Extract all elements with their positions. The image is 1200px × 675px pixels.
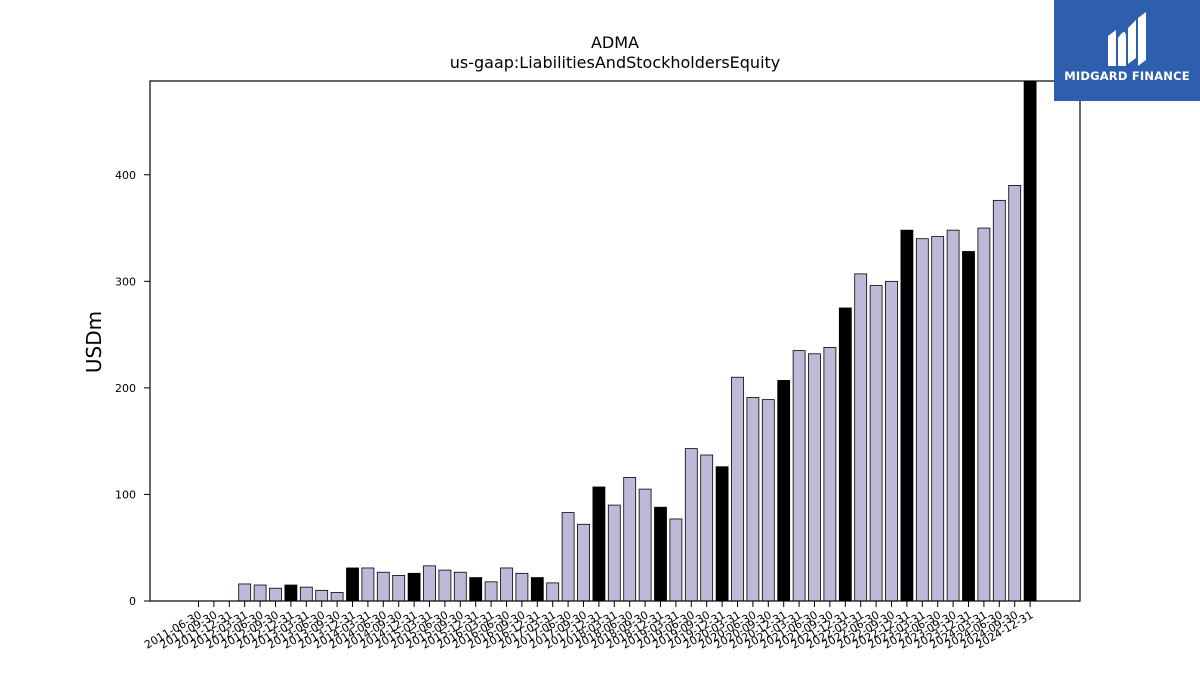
bar-2017-06-30 — [561, 512, 575, 602]
bar-2024-06-30 — [992, 199, 1006, 602]
bar-2024-12-31 — [1023, 80, 1037, 602]
bar-2012-06-30 — [253, 584, 267, 602]
y-tick-label: 400 — [115, 169, 136, 182]
bars-group — [238, 80, 1037, 602]
bar-2023-06-30 — [931, 236, 945, 602]
bar-2017-12-31 — [592, 486, 606, 602]
y-tick-label: 200 — [115, 382, 136, 395]
bar-2013-09-30 — [330, 592, 344, 602]
plot-frame — [149, 80, 1081, 602]
bar-2021-03-31 — [792, 350, 806, 602]
chart-title: ADMA — [591, 33, 639, 52]
bar-2016-12-31 — [530, 577, 544, 602]
bar-2015-06-30 — [438, 569, 452, 602]
bar-2022-12-31 — [900, 229, 914, 602]
bar-2014-12-31 — [407, 572, 421, 602]
y-tick-label: 100 — [115, 488, 136, 501]
bar-2012-12-31 — [284, 584, 298, 602]
bar-2015-12-31 — [469, 577, 483, 602]
bar-2016-03-31 — [484, 581, 498, 602]
bar-2015-09-30 — [453, 571, 467, 602]
bar-2018-03-31 — [607, 504, 621, 602]
bar-2017-09-30 — [577, 523, 590, 602]
bar-2023-12-31 — [962, 251, 975, 602]
bar-2016-09-30 — [515, 572, 529, 602]
bar-2022-09-30 — [885, 280, 898, 602]
x-ticks: 2011-06-302011-09-302011-12-312012-03-31… — [142, 601, 1036, 652]
bar-2013-03-31 — [299, 586, 313, 602]
bar-2019-06-30 — [684, 448, 698, 602]
bar-2020-03-31 — [731, 376, 744, 602]
y-ticks: 0 100 200 300 400 — [115, 169, 150, 608]
bar-2021-12-31 — [838, 307, 852, 602]
y-tick-label: 300 — [115, 275, 136, 288]
bar-2014-03-31 — [361, 567, 375, 602]
bar-2017-03-31 — [546, 582, 560, 602]
bar-2019-03-31 — [669, 518, 683, 602]
bar-2020-09-30 — [761, 399, 775, 602]
midgard-logo-icon — [1108, 12, 1146, 66]
bar-2022-03-31 — [854, 273, 868, 602]
bar-2023-09-30 — [946, 229, 960, 602]
bar-2016-06-30 — [500, 567, 513, 602]
bar-2019-09-30 — [700, 454, 714, 602]
brand-logo-text: MIDGARD FINANCE — [1064, 69, 1190, 83]
bar-2012-09-30 — [269, 587, 282, 602]
bar-2015-03-31 — [423, 565, 436, 602]
bar-2018-09-30 — [638, 488, 652, 602]
brand-logo: MIDGARD FINANCE — [1054, 0, 1200, 101]
bar-2020-12-31 — [777, 380, 791, 602]
y-tick-label: 0 — [129, 595, 136, 608]
bar-2021-06-30 — [808, 353, 821, 602]
bar-2013-06-30 — [315, 589, 329, 602]
bar-2021-09-30 — [823, 346, 837, 602]
bar-2024-09-30 — [1008, 185, 1022, 602]
chart-subtitle: us-gaap:LiabilitiesAndStockholdersEquity — [450, 53, 781, 72]
bar-2018-06-30 — [623, 476, 637, 602]
bar-2012-03-31 — [238, 583, 252, 602]
bar-2014-09-30 — [392, 575, 406, 602]
y-axis-label: USDm — [82, 311, 106, 373]
bar-2022-06-30 — [869, 285, 883, 602]
bar-2024-03-31 — [977, 227, 991, 602]
bar-2020-06-30 — [746, 397, 760, 602]
bar-2023-03-31 — [915, 238, 929, 602]
bar-2014-06-30 — [376, 571, 390, 602]
bar-2019-12-31 — [715, 466, 729, 602]
bar-2018-12-31 — [654, 506, 667, 602]
bar-2013-12-31 — [346, 567, 359, 602]
